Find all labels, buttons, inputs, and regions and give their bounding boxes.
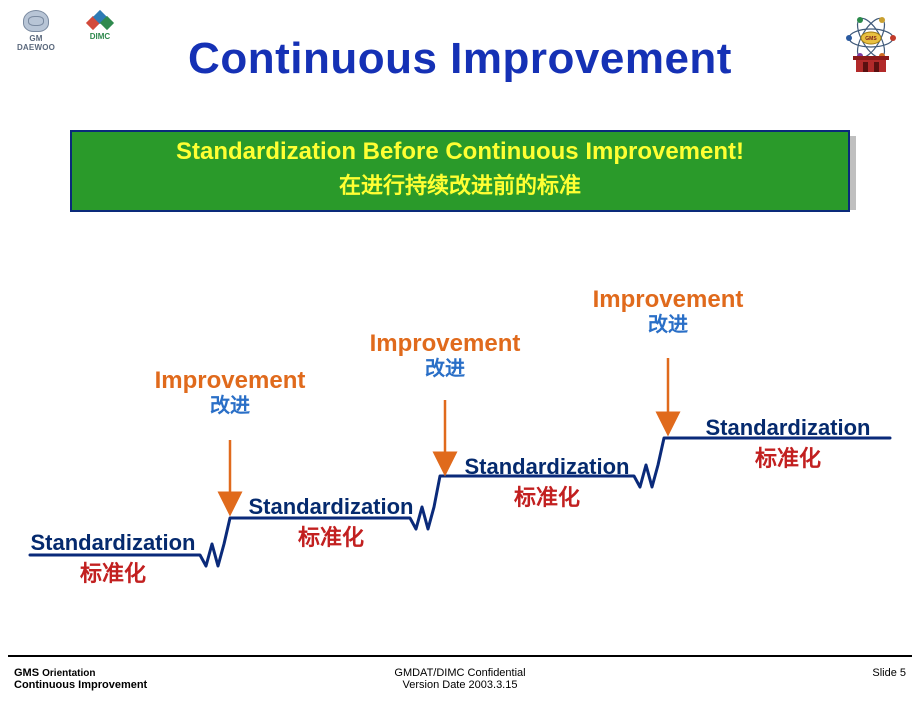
improvement-label-3: Improvement 改进: [568, 286, 768, 337]
footer-center-line2: Version Date 2003.3.15: [0, 679, 920, 691]
slide: GM DAEWOO DIMC GMS Continuous Improvemen…: [0, 0, 920, 703]
standardization-en-2: Standardization: [236, 494, 426, 519]
standardization-label-4: Standardization 标准化: [688, 415, 888, 472]
standardization-zh-2: 标准化: [236, 525, 426, 550]
banner-line-zh: 在进行持续改进前的标准: [72, 168, 848, 200]
slide-title: Continuous Improvement: [0, 34, 920, 84]
improvement-en-1: Improvement: [130, 367, 330, 395]
footer-right: Slide 5: [872, 667, 906, 679]
footer-center: GMDAT/DIMC Confidential Version Date 200…: [0, 667, 920, 691]
improvement-label-1: Improvement 改进: [130, 367, 330, 418]
stair-diagram: Improvement 改进 Improvement 改进 Improvemen…: [0, 250, 920, 630]
standardization-zh-1: 标准化: [18, 561, 208, 586]
standardization-zh-4: 标准化: [688, 446, 888, 471]
improvement-label-2: Improvement 改进: [345, 330, 545, 381]
improvement-zh-2: 改进: [345, 358, 545, 381]
standardization-zh-3: 标准化: [452, 485, 642, 510]
standardization-label-3: Standardization 标准化: [452, 454, 642, 511]
banner-line-en: Standardization Before Continuous Improv…: [72, 138, 848, 166]
standardization-en-3: Standardization: [452, 454, 642, 479]
standardization-en-4: Standardization: [688, 415, 888, 440]
improvement-zh-1: 改进: [130, 395, 330, 418]
standardization-en-1: Standardization: [18, 530, 208, 555]
standardization-label-2: Standardization 标准化: [236, 494, 426, 551]
improvement-en-2: Improvement: [345, 330, 545, 358]
highlight-banner: Standardization Before Continuous Improv…: [70, 130, 850, 210]
footer-center-line1: GMDAT/DIMC Confidential: [0, 667, 920, 679]
improvement-en-3: Improvement: [568, 286, 768, 314]
standardization-label-1: Standardization 标准化: [18, 530, 208, 587]
improvement-zh-3: 改进: [568, 314, 768, 337]
footer-divider: [8, 655, 912, 657]
